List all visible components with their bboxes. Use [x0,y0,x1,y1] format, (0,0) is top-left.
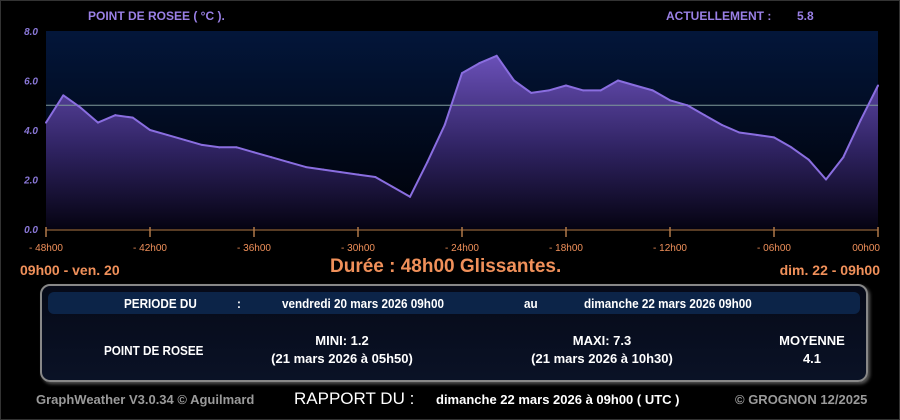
data-point [565,84,567,87]
y-tick-label: 0.0 [24,225,38,236]
dew-point-chart: 0.0 2.0 4.0 6.0 8.0 - 48h00 - 42h00 - 36h00 - 30… [23,27,880,254]
x-tick-label: - 42h00 [133,243,167,254]
period-label: PERIODE DU [124,296,197,311]
x-tick-label: - 18h00 [549,243,583,254]
x-tick-label: - 12h00 [653,243,687,254]
maxi-date: (21 mars 2026 à 10h30) [531,351,673,366]
x-tick-label: - 24h00 [445,243,479,254]
data-point [669,99,671,102]
summary-panel: PERIODE DU : vendredi 20 mars 2026 09h00… [40,284,868,382]
data-point [218,146,221,149]
data-point [773,136,775,139]
data-point [513,79,515,82]
report-label: RAPPORT DU : [294,389,415,408]
moyenne-label: MOYENNE [779,333,845,348]
y-tick-label: 6.0 [24,77,38,88]
data-point [270,156,273,159]
moyenne-value: 4.1 [802,351,822,366]
data-point [686,104,689,107]
data-point [443,124,446,127]
data-point [305,166,307,169]
data-point [530,91,533,94]
period-bar [48,292,860,314]
copyright: © GROGNON 12/2025 [735,392,868,407]
data-point [391,185,394,188]
data-point [755,133,758,136]
data-point [114,114,117,117]
data-point [790,146,793,149]
current-label: ACTUELLEMENT : [666,9,772,23]
data-point [426,161,429,164]
period-start: vendredi 20 mars 2026 09h00 [282,296,444,311]
row-label: POINT DE ROSEE [104,343,204,358]
period-end: dimanche 22 mars 2026 09h00 [584,296,752,311]
data-point [235,146,238,149]
data-point [877,84,879,87]
y-tick-label: 2.0 [23,176,38,187]
maxi-value: MAXI: 7.3 [572,333,632,348]
data-point [201,143,203,146]
data-point [253,151,255,154]
y-tick-label: 4.0 [23,126,38,137]
x-tick-label: - 36h00 [237,243,271,254]
data-point [547,89,550,92]
data-point [357,173,359,176]
range-end: dim. 22 - 09h00 [779,262,880,278]
data-point [97,121,99,124]
duration-label: Durée : 48h00 Glissantes. [330,256,562,277]
data-point [721,124,723,127]
data-point [495,54,498,57]
data-point [461,72,463,75]
period-colon: : [237,296,241,311]
data-point [703,114,706,117]
data-point [807,158,810,161]
y-tick-label: 8.0 [24,27,38,38]
x-tick-label: - 06h00 [757,243,791,254]
x-tick-label: - 48h00 [29,243,63,254]
period-au: au [524,296,538,311]
data-point [149,129,151,131]
data-point [131,116,134,119]
data-point [582,89,585,92]
current-value: 5.8 [797,9,814,23]
app-credit: GraphWeather V3.0.34 © Aguilmard [36,392,255,407]
data-point [651,89,654,92]
x-tick-label: - 30h00 [341,243,375,254]
data-point [62,94,65,97]
data-point [634,84,637,87]
data-point [322,168,325,171]
data-point [339,171,342,174]
data-point [825,178,827,181]
data-point [842,156,845,159]
series-area [46,55,878,229]
data-point [183,138,186,141]
chart-title: POINT DE ROSEE ( °C ). [88,9,225,23]
data-point [478,62,481,65]
data-point [859,119,862,122]
data-point [45,121,47,124]
data-point [738,131,741,134]
data-point [599,89,602,92]
data-point [287,161,290,164]
x-tick-label: 00h00 [852,243,880,254]
mini-value: MINI: 1.2 [315,333,369,348]
report-date: dimanche 22 mars 2026 à 09h00 ( UTC ) [436,392,680,407]
data-point [409,195,411,198]
data-point [79,106,82,109]
data-point [166,133,169,136]
data-point [617,79,619,82]
range-start: 09h00 - ven. 20 [20,262,120,278]
mini-date: (21 mars 2026 à 05h50) [271,351,413,366]
data-point [374,176,377,179]
